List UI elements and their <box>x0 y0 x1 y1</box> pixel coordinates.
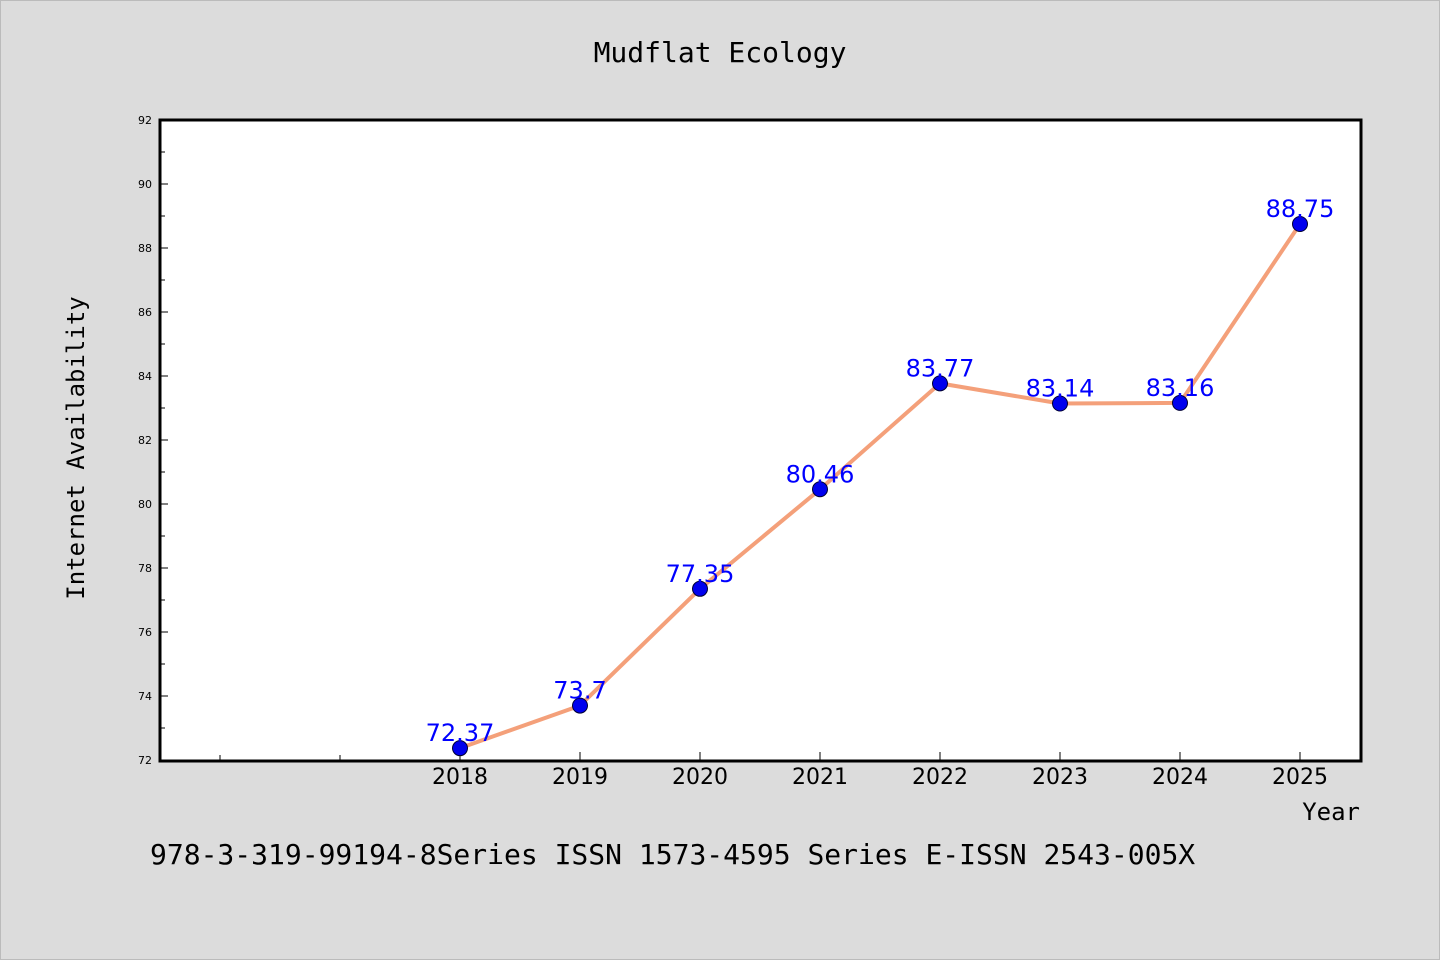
x-tick-label: 2020 <box>672 765 728 790</box>
series-line-group <box>452 216 1308 757</box>
x-tick-label: 2022 <box>912 765 968 790</box>
data-label: 83.16 <box>1146 374 1215 402</box>
data-point-marker <box>932 375 948 392</box>
data-point-marker <box>1172 394 1188 411</box>
data-point-marker <box>572 697 588 714</box>
x-tick-label: 2024 <box>1152 765 1208 790</box>
y-tick-label: 82 <box>138 434 152 447</box>
data-point-marker <box>692 580 708 597</box>
x-tick-label: 2021 <box>792 765 848 790</box>
data-label: 83.77 <box>906 354 975 382</box>
data-labels-group: 72.37 73.7 77.35 80.46 83.77 83.14 83.16 88.75 <box>426 195 1335 747</box>
data-label: 83.14 <box>1026 375 1095 403</box>
data-label: 77.35 <box>666 560 735 588</box>
y-tick-label: 90 <box>138 178 152 191</box>
series-line <box>458 222 1302 751</box>
x-tick-label: 2025 <box>1272 765 1328 790</box>
data-label: 88.75 <box>1266 195 1335 223</box>
x-tick-label: 2019 <box>552 765 608 790</box>
data-label: 80.46 <box>786 460 855 488</box>
y-axis-label: Internet Availability <box>62 296 90 599</box>
y-axis: 72 74 76 78 80 82 84 86 88 90 92 <box>138 114 168 767</box>
footer-isbn-text: 978-3-319-99194-8Series ISSN 1573-4595 S… <box>150 838 1195 871</box>
y-tick-label: 76 <box>138 626 152 639</box>
x-tick-label: 2018 <box>432 765 488 790</box>
y-tick-label: 88 <box>138 242 152 255</box>
data-point-marker <box>1052 395 1068 412</box>
y-tick-label: 84 <box>138 370 152 383</box>
y-tick-label: 80 <box>138 498 152 511</box>
plot-area <box>158 118 1363 763</box>
y-tick-label: 92 <box>138 114 152 127</box>
y-tick-label: 72 <box>138 754 152 767</box>
data-label: 73.7 <box>553 677 606 705</box>
chart-title: Mudflat Ecology <box>594 36 847 69</box>
y-tick-label: 86 <box>138 306 152 319</box>
y-tick-label: 74 <box>138 690 152 703</box>
data-point-marker <box>1292 216 1308 232</box>
data-label: 72.37 <box>426 719 495 747</box>
x-axis: 2018 2019 2020 2021 2022 2023 2024 2025 <box>219 752 1328 790</box>
data-point-marker <box>452 740 468 757</box>
x-axis-label: Year <box>1302 798 1360 826</box>
data-point-marker <box>812 481 828 498</box>
y-tick-label: 78 <box>138 562 152 575</box>
x-tick-label: 2023 <box>1032 765 1088 790</box>
